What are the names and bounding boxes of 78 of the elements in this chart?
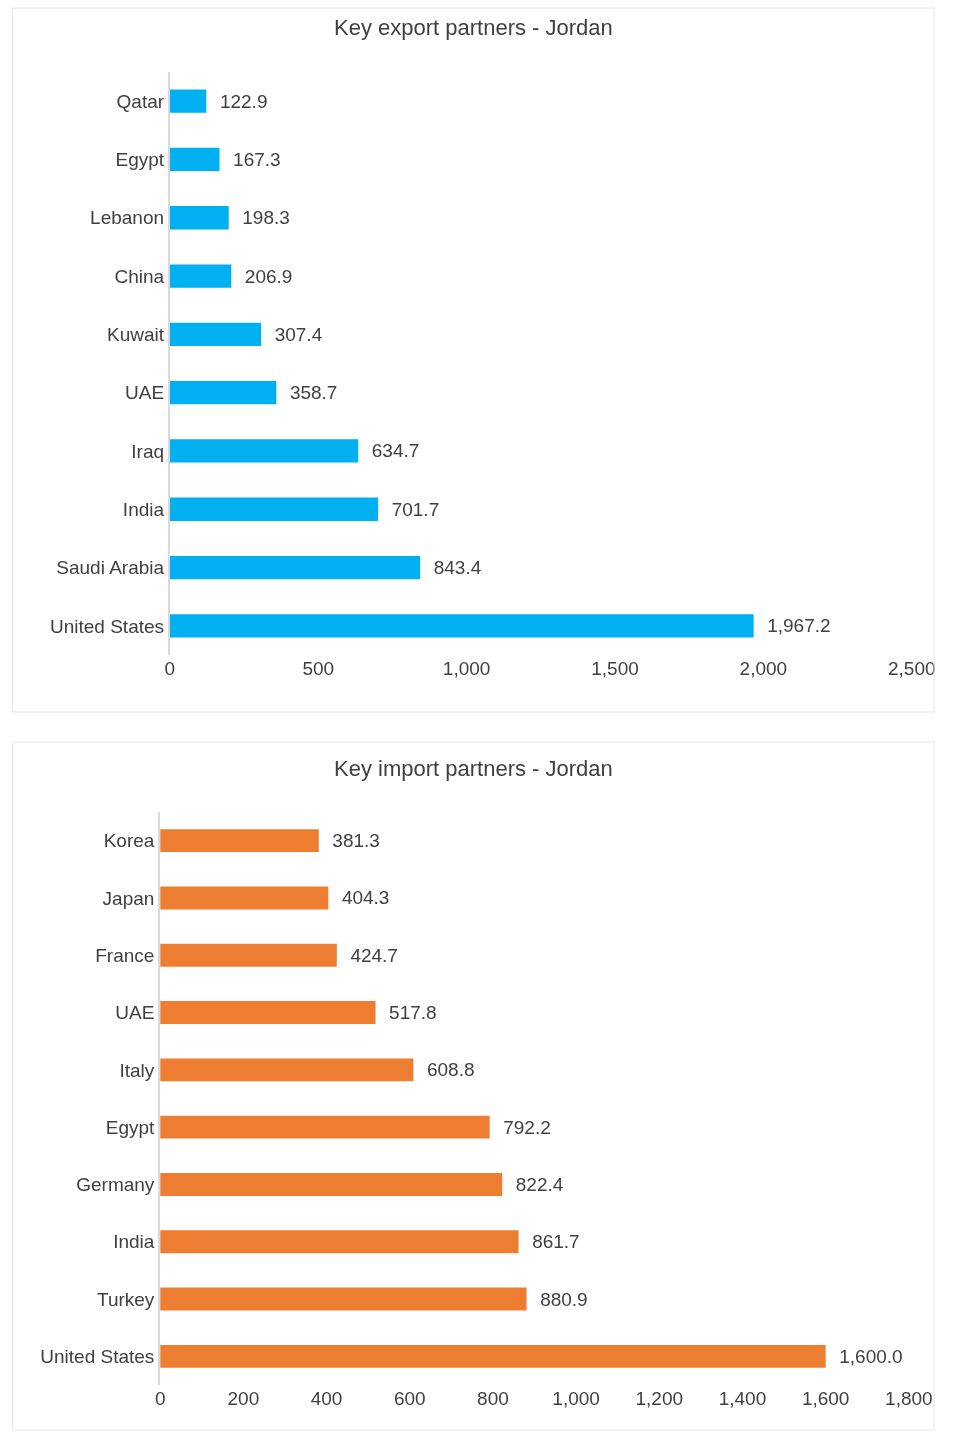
bar bbox=[160, 1344, 826, 1368]
x-tick-label: 200 bbox=[227, 1388, 260, 1409]
bar bbox=[169, 380, 277, 405]
x-tick-label: 0 bbox=[164, 658, 176, 679]
y-tick-label: Egypt bbox=[115, 149, 165, 171]
x-tick-label: 800 bbox=[477, 1388, 509, 1409]
bar bbox=[160, 829, 319, 853]
bar bbox=[160, 1172, 503, 1196]
bar bbox=[160, 886, 329, 910]
bar bbox=[160, 1058, 414, 1082]
y-tick-label: UAE bbox=[115, 1002, 155, 1024]
bar bbox=[169, 322, 262, 347]
y-tick-label: China bbox=[114, 265, 165, 287]
x-tick-label: 1,000 bbox=[552, 1388, 600, 1409]
x-tick-label: 1,200 bbox=[635, 1388, 684, 1409]
bar bbox=[160, 943, 337, 967]
data-label: 122.9 bbox=[209, 90, 268, 112]
x-tick-label: 1,400 bbox=[718, 1388, 767, 1409]
x-tick-label: 1,000 bbox=[442, 658, 491, 679]
chart-title: Key import partners - Jordan bbox=[334, 756, 613, 781]
y-tick-label: Lebanon bbox=[90, 207, 165, 229]
bar bbox=[169, 497, 379, 521]
y-tick-label: UAE bbox=[124, 382, 165, 404]
bar bbox=[169, 206, 229, 230]
x-tick-label: 1,600 bbox=[801, 1388, 850, 1409]
data-label: 1,600.0 bbox=[828, 1345, 903, 1367]
bar bbox=[160, 1287, 527, 1311]
data-label: 861.7 bbox=[521, 1231, 580, 1253]
x-tick-label: 500 bbox=[302, 658, 335, 679]
bar bbox=[160, 1230, 519, 1254]
data-label: 198.3 bbox=[231, 207, 290, 229]
data-label: 880.9 bbox=[529, 1288, 588, 1310]
y-tick-label: Korea bbox=[103, 830, 155, 852]
data-label: 424.7 bbox=[339, 944, 398, 966]
bar bbox=[169, 89, 207, 113]
data-label: 822.4 bbox=[505, 1173, 564, 1195]
x-tick-label: 600 bbox=[393, 1388, 426, 1409]
y-tick-label: India bbox=[122, 498, 165, 520]
data-label: 701.7 bbox=[381, 498, 440, 520]
data-label: 843.4 bbox=[423, 557, 482, 579]
y-tick-label: Iraq bbox=[131, 440, 165, 462]
data-label: 307.4 bbox=[264, 323, 323, 345]
y-tick-label: Egypt bbox=[105, 1116, 156, 1138]
data-label: 381.3 bbox=[321, 830, 380, 852]
data-label: 517.8 bbox=[378, 1002, 437, 1024]
y-tick-label: France bbox=[95, 944, 155, 966]
y-tick-label: Japan bbox=[102, 887, 155, 909]
data-label: 1,967.2 bbox=[756, 615, 831, 637]
data-label: 792.2 bbox=[492, 1116, 551, 1138]
y-tick-label: Italy bbox=[119, 1059, 155, 1081]
data-label: 404.3 bbox=[331, 887, 390, 909]
bar bbox=[169, 264, 232, 288]
y-tick-label: Germany bbox=[76, 1174, 155, 1196]
y-tick-label: Saudi Arabia bbox=[56, 557, 165, 579]
x-tick-label: 400 bbox=[310, 1388, 343, 1409]
y-tick-label: Turkey bbox=[96, 1288, 155, 1310]
x-tick-label: 2,500 bbox=[887, 658, 936, 679]
x-tick-label: 1,800 bbox=[885, 1388, 933, 1409]
bar bbox=[169, 147, 220, 172]
y-tick-label: Qatar bbox=[116, 90, 165, 112]
bar bbox=[169, 555, 421, 580]
data-label: 167.3 bbox=[222, 148, 281, 170]
bar bbox=[160, 1115, 490, 1139]
data-label: 608.8 bbox=[416, 1059, 475, 1081]
chart-title: Key export partners - Jordan bbox=[334, 15, 613, 40]
x-tick-label: 2,000 bbox=[739, 658, 788, 679]
data-label: 634.7 bbox=[361, 440, 420, 462]
bar bbox=[169, 439, 359, 463]
bar bbox=[169, 614, 754, 638]
y-tick-label: Kuwait bbox=[107, 324, 165, 345]
y-tick-label: United States bbox=[49, 615, 165, 637]
x-tick-label: 1,500 bbox=[591, 658, 639, 679]
data-label: 206.9 bbox=[234, 265, 293, 287]
bar bbox=[160, 1001, 376, 1025]
data-label: 358.7 bbox=[279, 382, 338, 404]
y-tick-label: United States bbox=[40, 1346, 155, 1367]
y-tick-label: India bbox=[113, 1231, 155, 1253]
x-tick-label: 0 bbox=[154, 1388, 166, 1409]
